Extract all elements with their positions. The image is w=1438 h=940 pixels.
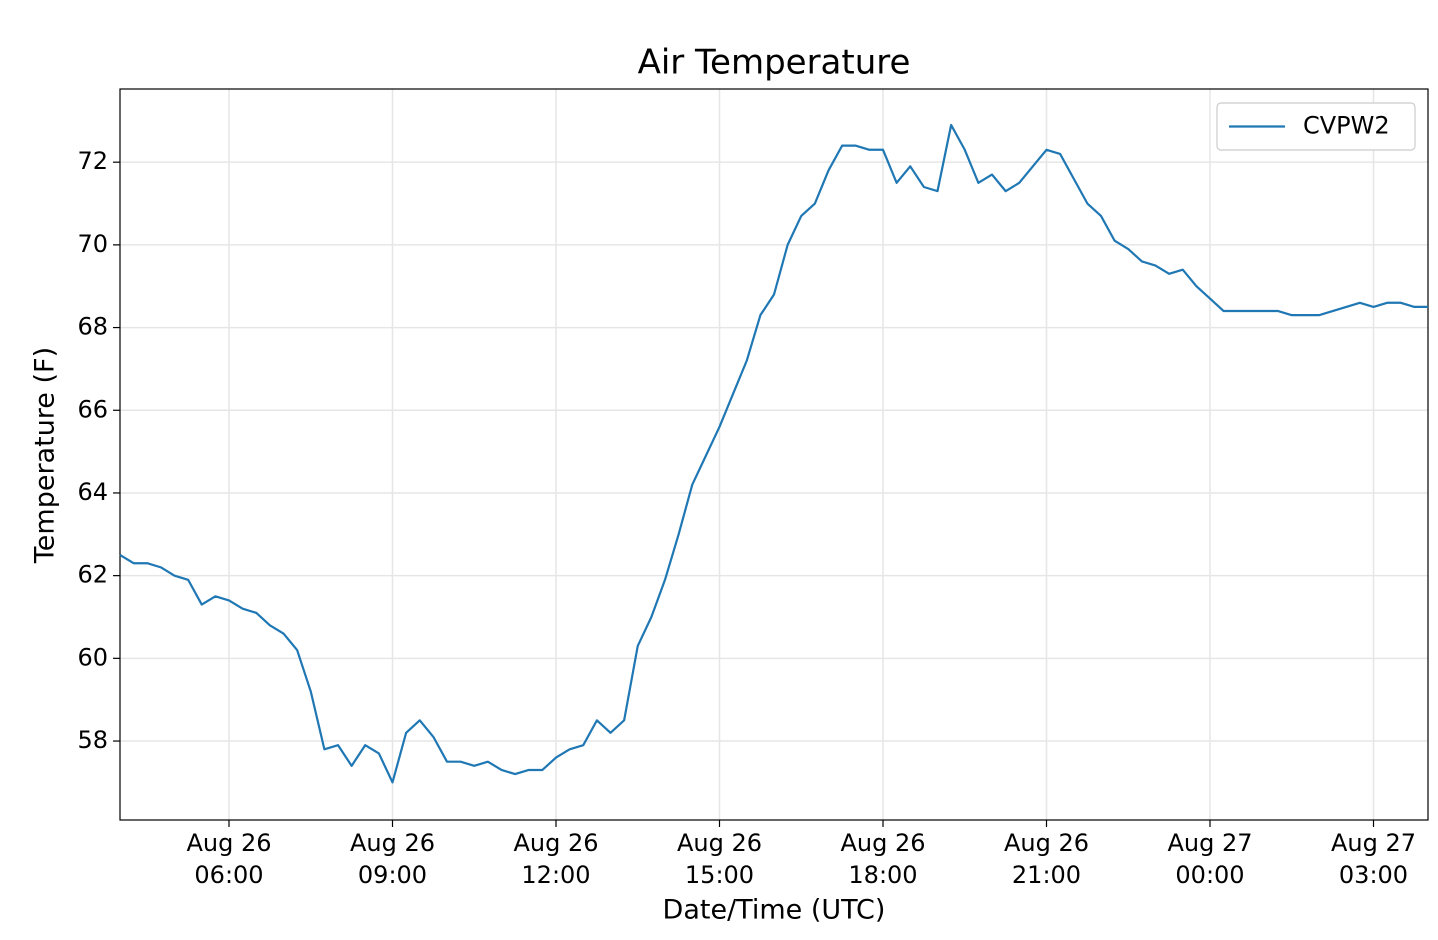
x-tick-label: 03:00 — [1339, 861, 1408, 889]
legend-box — [1216, 102, 1416, 151]
x-tick-label: 18:00 — [848, 861, 917, 889]
y-tick-label: 58 — [77, 726, 108, 754]
x-tick-label: 09:00 — [358, 861, 427, 889]
y-tick-label: 66 — [77, 395, 108, 423]
y-tick-label: 70 — [77, 230, 108, 258]
x-tick-label: 21:00 — [1012, 861, 1081, 889]
x-tick-label: 12:00 — [521, 861, 590, 889]
data-line — [119, 123, 1428, 784]
chart-title: Air Temperature — [638, 43, 911, 83]
y-tick-label: 68 — [77, 313, 108, 341]
y-tick-label: 62 — [77, 561, 108, 589]
y-axis-label: Temperature (F) — [30, 347, 61, 564]
x-tick-label: 15:00 — [685, 861, 754, 889]
x-axis-label: Date/Time (UTC) — [663, 895, 886, 926]
x-tick-label: Aug 26 — [350, 829, 435, 857]
plot-frame — [119, 88, 1429, 821]
x-tick-label: Aug 26 — [186, 829, 271, 857]
x-tick-label: 06:00 — [194, 861, 263, 889]
y-tick-label: 64 — [77, 478, 108, 506]
x-tick-label: Aug 26 — [677, 829, 762, 857]
x-tick-label: 00:00 — [1175, 861, 1244, 889]
x-tick-label: Aug 26 — [1004, 829, 1089, 857]
x-tick-label: Aug 27 — [1331, 829, 1416, 857]
x-tick-label: Aug 27 — [1167, 829, 1252, 857]
x-tick-label: Aug 26 — [840, 829, 925, 857]
y-tick-label: 72 — [77, 147, 108, 175]
y-tick-label: 60 — [77, 643, 108, 671]
x-tick-label: Aug 26 — [513, 829, 598, 857]
legend-label: CVPW2 — [1303, 112, 1390, 140]
